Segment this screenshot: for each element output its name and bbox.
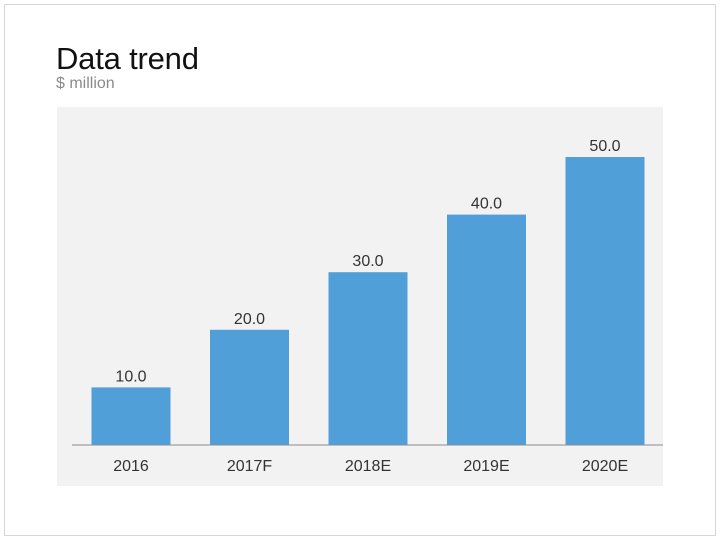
x-tick-label-2020e: 2020E bbox=[582, 458, 628, 475]
bar-2020e bbox=[565, 157, 645, 445]
data-label-2019e: 40.0 bbox=[471, 196, 502, 213]
x-tick-label-2018e: 2018E bbox=[345, 458, 391, 475]
chart-title: Data trend bbox=[56, 41, 199, 76]
data-label-2018e: 30.0 bbox=[352, 253, 383, 270]
bar-2017f bbox=[210, 329, 289, 445]
chart-subtitle: $ million bbox=[56, 75, 115, 92]
labels-layer: 10.0 2016 20.0 2017F 30.0 2018E 40.0 2019E 50.0 2… bbox=[113, 138, 628, 475]
x-tick-label-2016: 2016 bbox=[113, 458, 149, 475]
bar-2019e bbox=[447, 214, 526, 445]
bar-2016 bbox=[91, 387, 171, 445]
bars-layer bbox=[91, 157, 645, 445]
bar-2018e bbox=[328, 272, 408, 445]
data-label-2020e: 50.0 bbox=[589, 138, 620, 155]
data-label-2017f: 20.0 bbox=[234, 311, 265, 328]
data-label-2016: 10.0 bbox=[115, 368, 146, 385]
x-tick-label-2017f: 2017F bbox=[227, 458, 273, 475]
x-tick-label-2019e: 2019E bbox=[463, 458, 509, 475]
